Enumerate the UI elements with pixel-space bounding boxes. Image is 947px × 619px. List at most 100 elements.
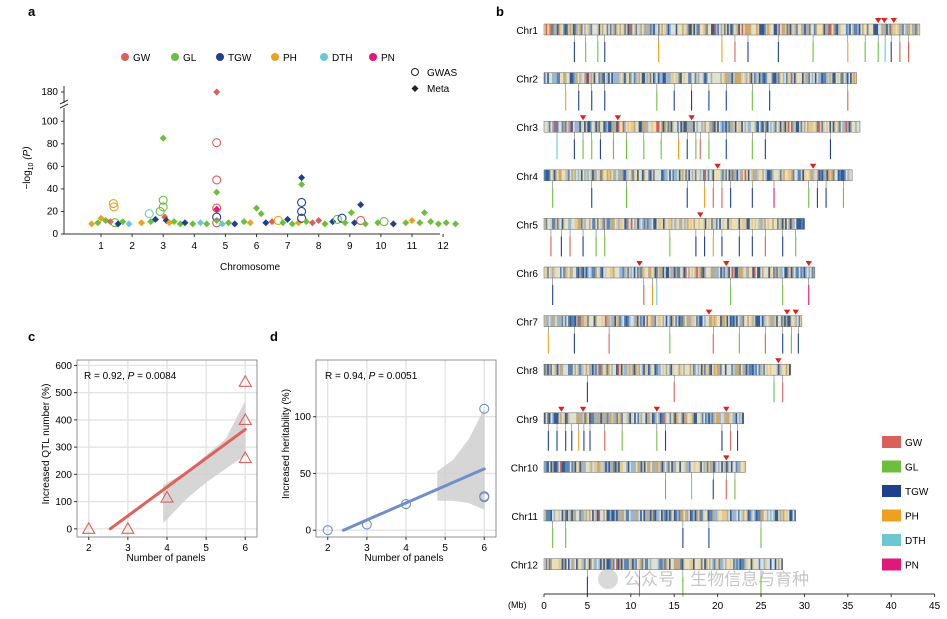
chromosome-outline — [543, 509, 796, 522]
density-stripe — [797, 267, 800, 278]
density-stripe — [777, 315, 780, 327]
density-stripe — [651, 510, 654, 521]
density-stripe — [576, 24, 579, 35]
density-stripe — [714, 218, 717, 230]
chromosome-label: Chr4 — [516, 172, 538, 183]
density-stripe — [558, 72, 561, 84]
density-stripe — [712, 218, 715, 230]
density-stripe — [732, 315, 735, 327]
density-stripe — [548, 72, 551, 84]
density-stripe — [646, 218, 649, 230]
density-stripe — [678, 364, 681, 376]
density-stripe — [745, 72, 748, 84]
xtick-label: 6 — [481, 543, 487, 554]
density-stripe — [715, 218, 718, 230]
density-stripe — [837, 169, 840, 181]
density-stripe — [668, 558, 671, 570]
density-stripe — [705, 510, 708, 521]
density-stripe — [556, 267, 559, 278]
density-stripe — [587, 364, 590, 376]
density-stripe — [544, 315, 546, 327]
density-stripe — [597, 218, 599, 230]
density-stripe — [645, 169, 648, 181]
density-stripe — [688, 364, 690, 376]
density-stripe — [661, 24, 664, 35]
density-stripe — [649, 121, 652, 133]
density-stripe — [572, 558, 575, 570]
density-stripe — [789, 169, 792, 181]
density-stripe — [720, 558, 723, 570]
density-stripe — [789, 121, 792, 133]
density-stripe — [777, 267, 780, 278]
density-stripe — [582, 412, 585, 424]
density-stripe — [620, 510, 623, 521]
density-stripe — [617, 72, 620, 84]
panel-a-point-meta — [416, 219, 424, 227]
density-stripe — [651, 558, 654, 570]
density-stripe — [648, 315, 650, 327]
density-stripe — [750, 315, 753, 327]
density-stripe — [622, 510, 625, 521]
density-stripe — [913, 24, 916, 35]
density-stripe — [703, 24, 705, 35]
density-stripe — [588, 510, 591, 521]
density-stripe — [604, 121, 607, 133]
density-stripe — [577, 315, 580, 327]
density-stripe — [672, 510, 675, 521]
density-stripe — [694, 510, 697, 521]
density-stripe — [569, 364, 572, 376]
chromosome-label: Chr10 — [511, 463, 539, 474]
density-stripe — [675, 169, 678, 181]
density-stripe — [616, 24, 619, 35]
density-stripe — [727, 461, 730, 473]
density-stripe — [619, 364, 622, 376]
density-stripe — [811, 121, 814, 133]
density-stripe — [640, 364, 642, 376]
density-stripe — [670, 510, 673, 521]
density-stripe — [588, 558, 591, 570]
density-stripe — [558, 315, 561, 327]
density-stripe — [613, 218, 616, 230]
density-stripe — [772, 315, 775, 327]
density-stripe — [552, 72, 554, 84]
density-stripe — [769, 267, 772, 278]
density-stripe — [689, 267, 692, 278]
density-stripe — [632, 461, 635, 473]
density-stripe — [592, 267, 594, 278]
panel-b-chromosomes: Chr1Chr2Chr3Chr4Chr5Chr6Chr7Chr8Chr9Chr1… — [511, 18, 921, 597]
density-stripe — [548, 364, 551, 376]
density-stripe — [677, 267, 679, 278]
density-stripe — [572, 461, 575, 473]
density-stripe — [582, 121, 585, 133]
density-stripe — [776, 121, 779, 133]
density-stripe — [572, 24, 575, 35]
density-stripe — [673, 267, 676, 278]
density-stripe — [648, 364, 650, 376]
density-stripe — [652, 558, 655, 570]
density-stripe — [592, 510, 595, 521]
panel-a-xtick-label: 4 — [192, 241, 198, 252]
density-stripe — [755, 364, 758, 376]
density-stripe — [745, 364, 748, 376]
density-stripe — [609, 267, 612, 278]
density-stripe — [633, 169, 636, 181]
density-stripe — [839, 121, 842, 133]
density-stripe — [545, 24, 548, 35]
density-stripe — [661, 461, 664, 473]
density-stripe — [680, 315, 683, 327]
density-stripe — [782, 72, 785, 84]
density-stripe — [804, 24, 807, 35]
density-stripe — [571, 510, 574, 521]
density-stripe — [603, 364, 606, 376]
density-stripe — [558, 121, 561, 133]
panel-a-point-meta — [389, 220, 397, 228]
density-stripe — [561, 24, 564, 35]
density-stripe — [749, 267, 752, 278]
density-stripe — [574, 121, 577, 133]
density-stripe — [730, 412, 733, 424]
panel-a-point-meta — [253, 204, 260, 212]
density-stripe — [714, 461, 717, 473]
density-stripe — [545, 218, 548, 230]
density-stripe — [580, 24, 583, 35]
density-stripe — [712, 364, 714, 376]
